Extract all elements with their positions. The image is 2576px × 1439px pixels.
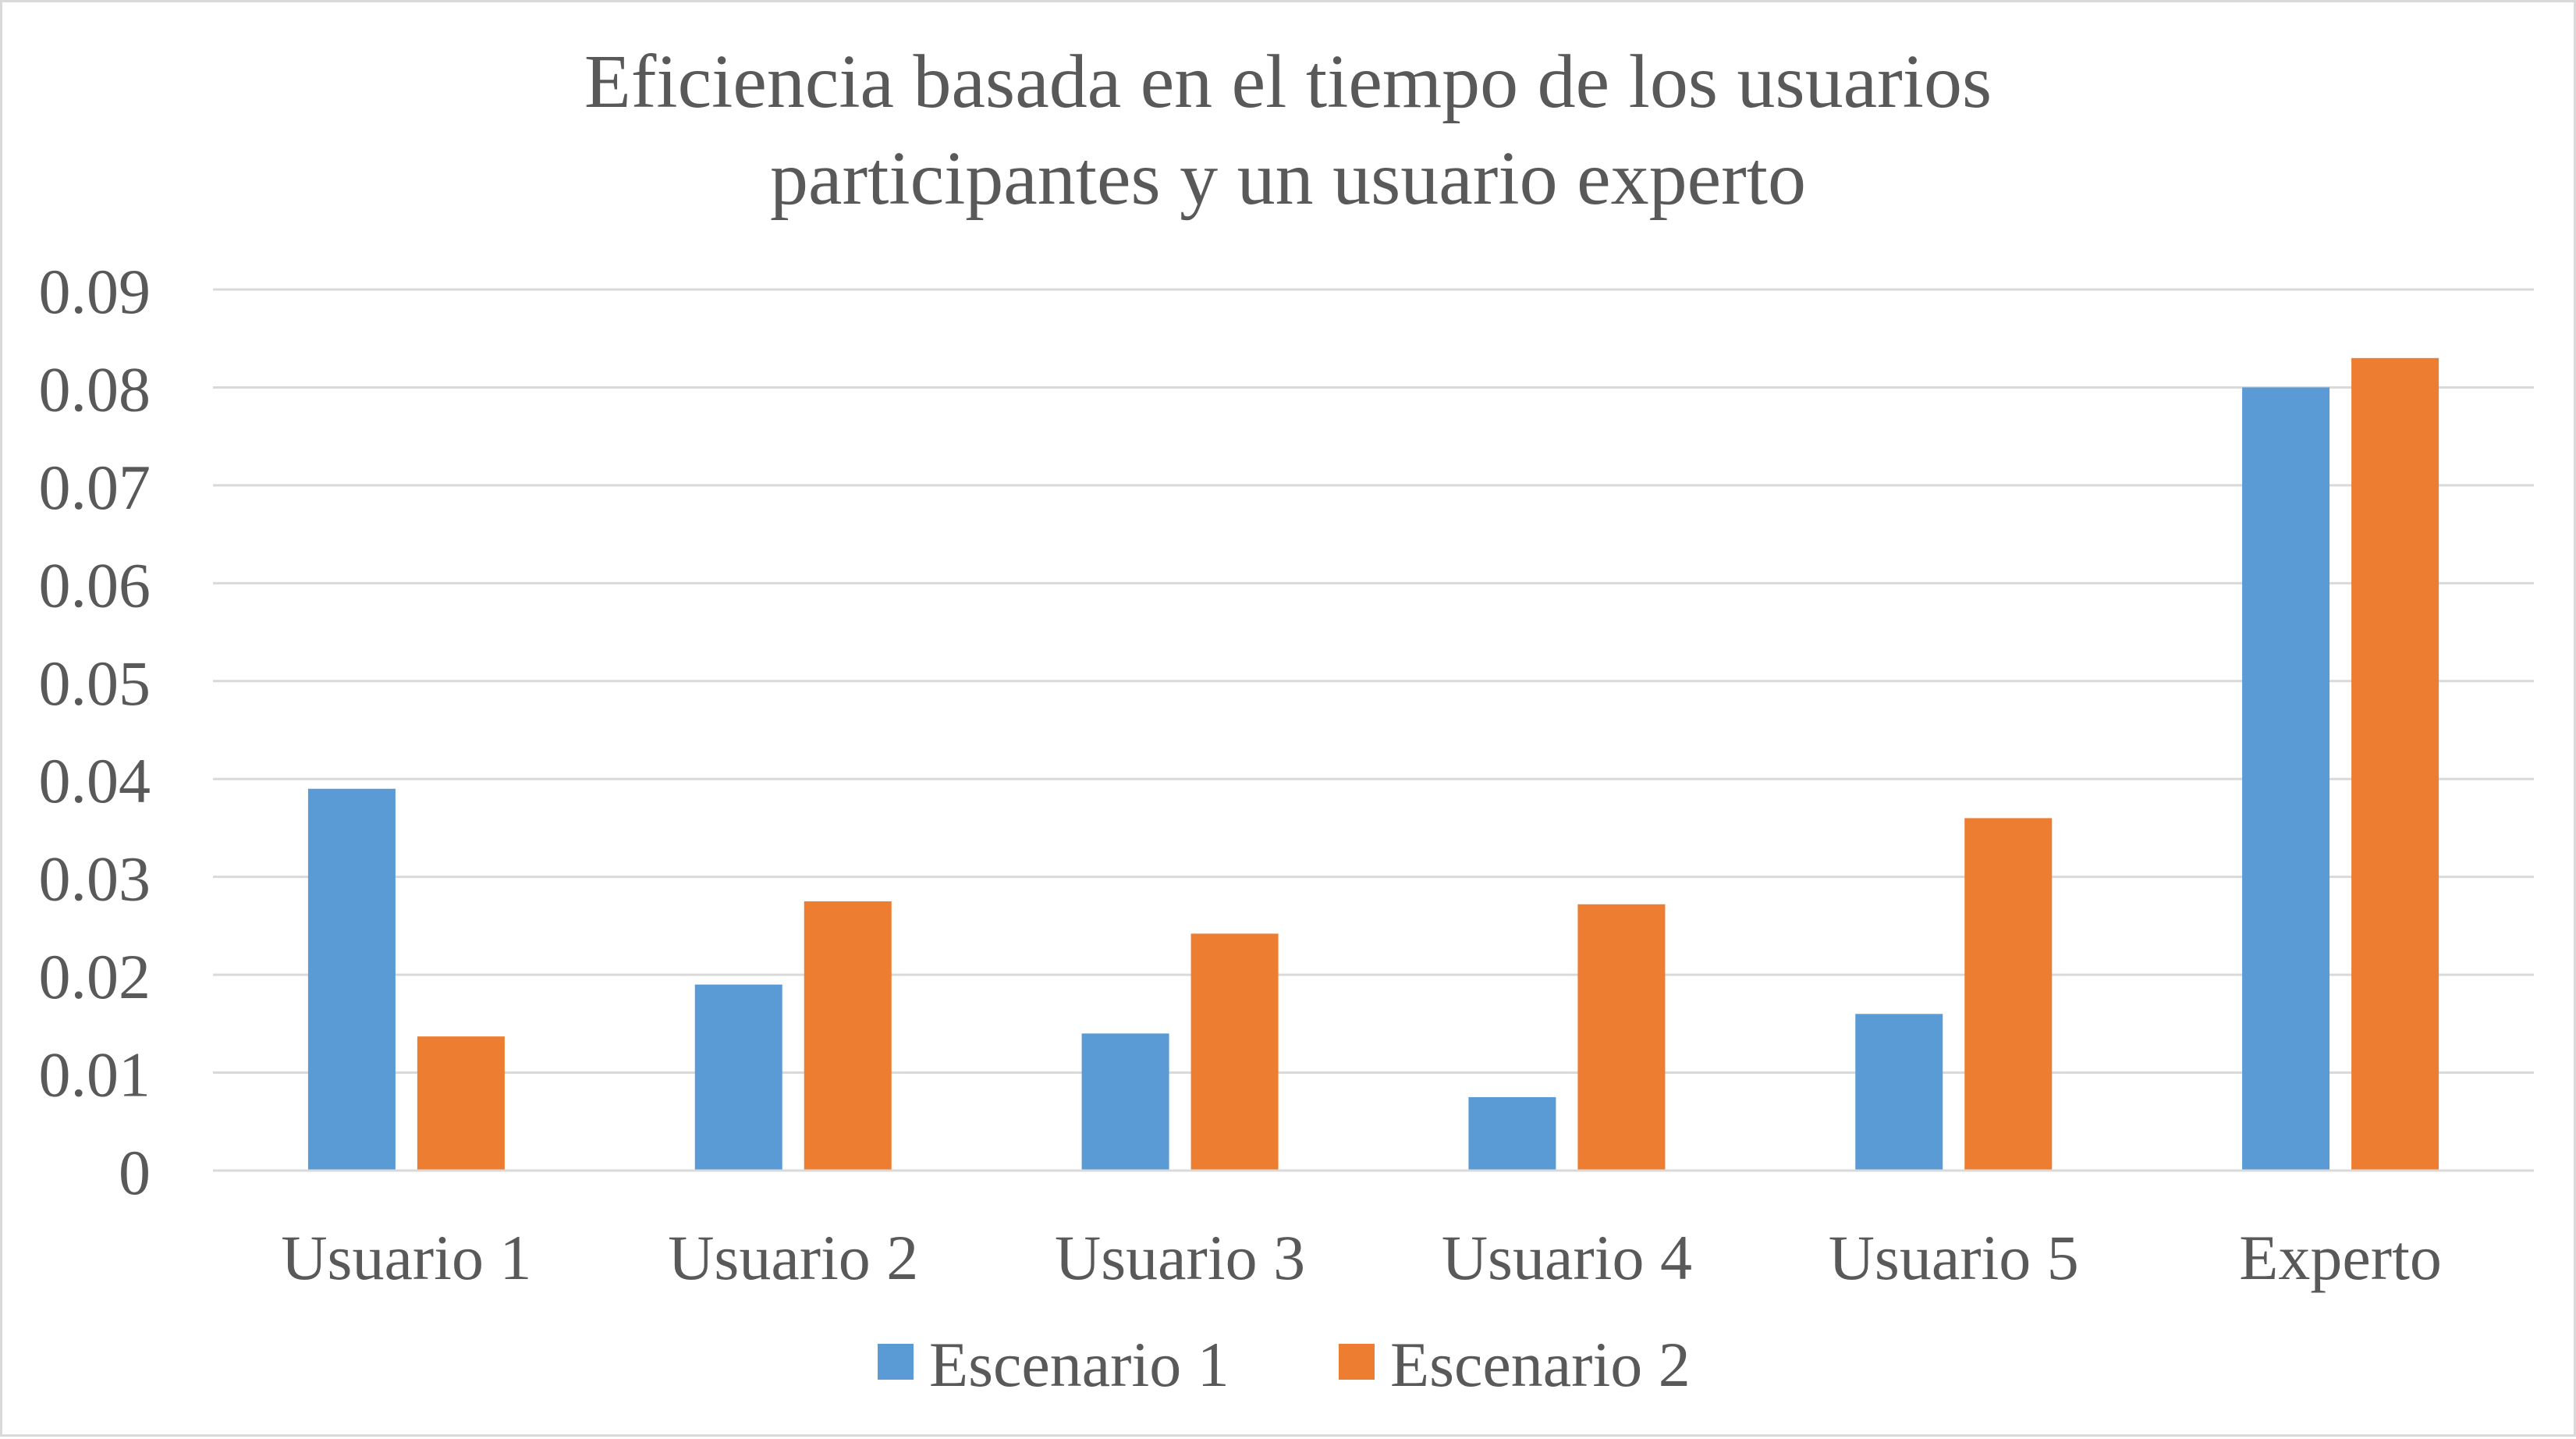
bar-1-1: [307, 788, 396, 1171]
bar-1-2: [694, 984, 782, 1171]
x-tick-label: Usuario 5: [1829, 1222, 2079, 1293]
y-tick-label: 0.06: [39, 549, 151, 620]
bar-2-3: [1190, 933, 1279, 1171]
y-tick-label: 0.09: [39, 256, 151, 327]
y-tick-label: 0.07: [39, 452, 151, 523]
legend: Escenario 1 Escenario 2: [878, 1329, 1691, 1400]
x-tick-label: Usuario 2: [668, 1222, 918, 1293]
legend-label-2: Escenario 2: [1390, 1329, 1691, 1400]
y-tick-label: 0.04: [39, 745, 151, 816]
bar-2-2: [804, 901, 892, 1171]
bar-2-4: [1577, 904, 1666, 1171]
y-tick-label: 0.08: [39, 354, 151, 425]
chart-title: Eficiencia basada en el tiempo de los us…: [584, 40, 1992, 221]
y-tick-label: 0.03: [39, 844, 151, 915]
y-tick-label: 0.01: [39, 1039, 151, 1110]
legend-swatch-2: [1339, 1344, 1375, 1380]
x-axis-ticks: Usuario 1 Usuario 2 Usuario 3 Usuario 4 Usua…: [281, 1222, 2442, 1293]
x-tick-label: Usuario 1: [281, 1222, 531, 1293]
y-tick-label: 0.05: [39, 648, 151, 719]
bar-2-6: [2351, 357, 2439, 1171]
bar-1-4: [1468, 1096, 1556, 1171]
x-tick-label: Experto: [2239, 1222, 2442, 1293]
bar-2-5: [1964, 818, 2053, 1171]
gridlines: [213, 288, 2534, 1075]
y-tick-label: 0.02: [39, 941, 151, 1012]
y-axis-ticks: 0 0.01 0.02 0.03 0.04 0.05 0.06 0.07 0.08 0.09: [39, 256, 151, 1208]
legend-swatch-1: [878, 1344, 914, 1380]
bar-2-1: [417, 1036, 505, 1171]
y-tick-label: 0: [119, 1137, 151, 1208]
x-tick-label: Usuario 4: [1442, 1222, 1692, 1293]
bar-1-5: [1855, 1014, 1943, 1171]
bar-1-6: [2242, 387, 2330, 1171]
x-tick-label: Usuario 3: [1055, 1222, 1305, 1293]
bars: [307, 357, 2439, 1171]
bar-1-3: [1081, 1033, 1169, 1171]
legend-label-1: Escenario 1: [929, 1329, 1229, 1400]
